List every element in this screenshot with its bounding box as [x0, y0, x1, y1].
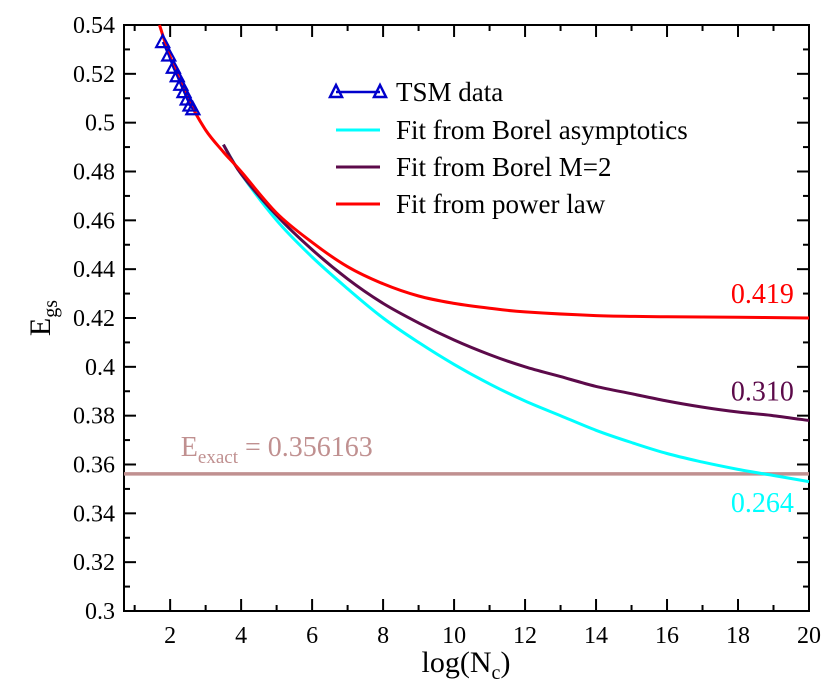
legend-label-power-law: Fit from power law — [396, 189, 606, 219]
x-tick-label: 20 — [797, 623, 821, 649]
tsm-data-point — [160, 46, 178, 62]
legend-marker-tsm-left — [327, 82, 345, 99]
x-axis-title: log(Nc) — [422, 646, 511, 684]
legend-entry-power-law: Fit from power law — [336, 189, 606, 219]
legend: TSM data Fit from Borel asymptotics Fit … — [327, 77, 688, 219]
y-tick-label: 0.5 — [85, 111, 115, 137]
axis-ticks: 2 4 6 8 10 12 14 16 18 20 0.3 0.32 0.34 0.36 0.38 0.4 0.… — [73, 13, 821, 649]
series-line-power-law — [158, 24, 810, 320]
annotation-power-law-limit: 0.419 — [731, 279, 794, 310]
series-line-borel-asymptotics — [222, 143, 810, 484]
tsm-data-point — [184, 99, 202, 116]
legend-entry-borel-m2: Fit from Borel M=2 — [336, 152, 611, 182]
annotation-borel-m2-limit: 0.310 — [731, 377, 794, 408]
legend-label-borel-m2: Fit from Borel M=2 — [396, 152, 611, 182]
legend-marker-tsm-right — [371, 82, 389, 99]
x-tick-label: 8 — [377, 623, 389, 649]
x-tick-label: 14 — [584, 623, 608, 649]
x-tick-label: 18 — [726, 623, 750, 649]
series-group — [124, 24, 810, 484]
y-axis-title: Egs — [24, 300, 62, 336]
y-tick-label: 0.4 — [85, 355, 115, 381]
legend-entry-borel-asymptotics: Fit from Borel asymptotics — [336, 115, 688, 145]
x-tick-label: 6 — [306, 623, 318, 649]
exact-energy-label: Eexact = 0.356163 — [181, 432, 373, 468]
legend-entry-tsm: TSM data — [327, 77, 503, 107]
x-tick-label: 16 — [655, 623, 679, 649]
y-tick-label: 0.38 — [73, 404, 115, 430]
y-tick-label: 0.54 — [73, 13, 115, 39]
x-tick-label: 12 — [513, 623, 537, 649]
legend-label-tsm: TSM data — [396, 77, 503, 107]
y-tick-label: 0.44 — [73, 257, 115, 283]
y-tick-label: 0.34 — [73, 501, 115, 527]
y-tick-label: 0.36 — [73, 453, 115, 479]
tsm-data-point — [154, 32, 172, 49]
tsm-data-point — [164, 58, 182, 74]
tsm-markers — [154, 32, 202, 116]
x-tick-label: 10 — [442, 623, 466, 649]
y-tick-label: 0.52 — [73, 62, 115, 88]
y-tick-label: 0.3 — [85, 599, 115, 625]
series-line-borel-m2 — [222, 143, 810, 422]
tsm-data-point — [168, 66, 186, 83]
y-tick-label: 0.32 — [73, 550, 115, 576]
annotation-borel-asymptotics-limit: 0.264 — [731, 488, 794, 519]
y-tick-label: 0.42 — [73, 306, 115, 332]
y-tick-label: 0.48 — [73, 160, 115, 186]
legend-label-borel-asymptotics: Fit from Borel asymptotics — [396, 115, 688, 145]
x-tick-label: 2 — [164, 623, 176, 649]
y-tick-label: 0.46 — [73, 208, 115, 234]
x-tick-label: 4 — [235, 623, 247, 649]
